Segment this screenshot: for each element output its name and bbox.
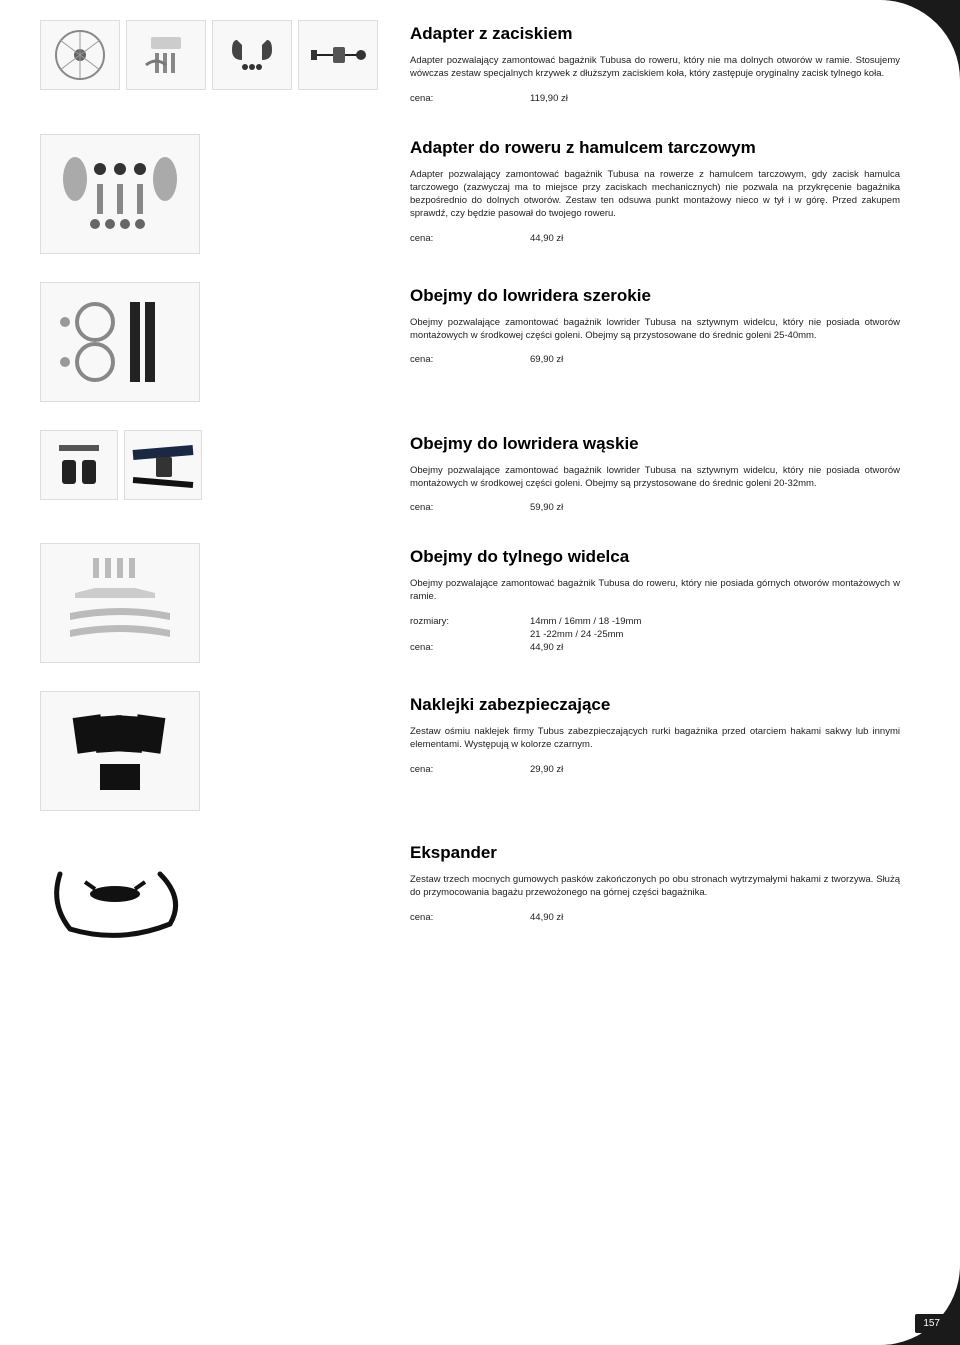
product-meta: rozmiary: 14mm / 16mm / 18 -19mm 21 -22m… [410, 616, 900, 653]
price-value: 69,90 zł [530, 354, 563, 365]
product-description: Zestaw trzech mocnych gumowych pasków za… [410, 873, 900, 900]
product-image [40, 543, 200, 663]
product-images [40, 543, 380, 663]
price-label: cena: [410, 764, 530, 775]
product-description: Obejmy pozwalające zamontować bagażnik l… [410, 316, 900, 343]
page-number: 157 [915, 1314, 948, 1333]
price-label: cena: [410, 233, 530, 244]
price-value: 44,90 zł [530, 233, 563, 244]
product-details: Ekspander Zestaw trzech mocnych gumowych… [410, 839, 900, 959]
product-image [126, 20, 206, 90]
price-value: 119,90 zł [530, 93, 568, 104]
sizes-label: rozmiary: [410, 616, 530, 627]
product-details: Obejmy do lowridera wąskie Obejmy pozwal… [410, 430, 900, 516]
product-row: Adapter z zaciskiem Adapter pozwalający … [40, 20, 900, 106]
product-description: Obejmy pozwalające zamontować bagażnik l… [410, 464, 900, 491]
product-images [40, 134, 380, 254]
product-title: Obejmy do lowridera wąskie [410, 434, 900, 454]
price-label: cena: [410, 912, 530, 923]
price-label: cena: [410, 93, 530, 104]
product-meta: cena: 59,90 zł [410, 502, 900, 513]
price-label: cena: [410, 502, 530, 513]
price-label: cena: [410, 642, 530, 653]
product-image [40, 691, 200, 811]
product-title: Adapter do roweru z hamulcem tarczowym [410, 138, 900, 158]
product-title: Obejmy do lowridera szerokie [410, 286, 900, 306]
product-title: Ekspander [410, 843, 900, 863]
product-title: Adapter z zaciskiem [410, 24, 900, 44]
product-images [40, 691, 380, 811]
product-image [298, 20, 378, 90]
product-details: Adapter do roweru z hamulcem tarczowym A… [410, 134, 900, 254]
product-row: Ekspander Zestaw trzech mocnych gumowych… [40, 839, 900, 959]
product-image [124, 430, 202, 500]
product-title: Naklejki zabezpieczające [410, 695, 900, 715]
product-meta: cena: 69,90 zł [410, 354, 900, 365]
product-meta: cena: 29,90 zł [410, 764, 900, 775]
sizes-value: 14mm / 16mm / 18 -19mm [530, 616, 641, 627]
product-images [40, 20, 380, 106]
product-row: Adapter do roweru z hamulcem tarczowym A… [40, 134, 900, 254]
product-image [40, 20, 120, 90]
product-details: Naklejki zabezpieczające Zestaw ośmiu na… [410, 691, 900, 811]
price-value: 44,90 zł [530, 642, 563, 653]
product-details: Obejmy do lowridera szerokie Obejmy pozw… [410, 282, 900, 402]
product-description: Zestaw ośmiu naklejek firmy Tubus zabezp… [410, 725, 900, 752]
product-details: Adapter z zaciskiem Adapter pozwalający … [410, 20, 900, 106]
price-label: cena: [410, 354, 530, 365]
product-row: Obejmy do tylnego widelca Obejmy pozwala… [40, 543, 900, 663]
product-image [212, 20, 292, 90]
product-description: Adapter pozwalający zamontować bagażnik … [410, 168, 900, 221]
product-description: Obejmy pozwalające zamontować bagażnik T… [410, 577, 900, 604]
product-image [40, 282, 200, 402]
product-images [40, 839, 380, 959]
product-image [40, 134, 200, 254]
product-row: Naklejki zabezpieczające Zestaw ośmiu na… [40, 691, 900, 811]
product-meta: cena: 44,90 zł [410, 912, 900, 923]
sizes-value: 21 -22mm / 24 -25mm [530, 629, 623, 640]
price-value: 59,90 zł [530, 502, 563, 513]
price-value: 44,90 zł [530, 912, 563, 923]
product-images [40, 282, 380, 402]
product-image [40, 839, 200, 959]
product-meta: cena: 119,90 zł [410, 93, 900, 104]
product-row: Obejmy do lowridera wąskie Obejmy pozwal… [40, 430, 900, 516]
product-images [40, 430, 380, 516]
product-details: Obejmy do tylnego widelca Obejmy pozwala… [410, 543, 900, 663]
product-image [40, 430, 118, 500]
sizes-spacer [410, 629, 530, 640]
product-description: Adapter pozwalający zamontować bagażnik … [410, 54, 900, 81]
product-title: Obejmy do tylnego widelca [410, 547, 900, 567]
product-meta: cena: 44,90 zł [410, 233, 900, 244]
product-row: Obejmy do lowridera szerokie Obejmy pozw… [40, 282, 900, 402]
price-value: 29,90 zł [530, 764, 563, 775]
catalog-page: Adapter z zaciskiem Adapter pozwalający … [0, 0, 960, 1345]
